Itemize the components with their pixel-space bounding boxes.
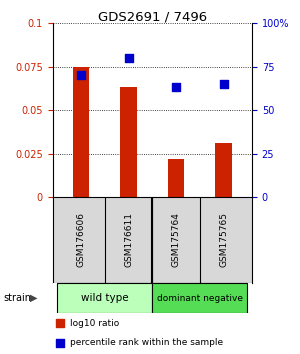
Text: wild type: wild type xyxy=(81,293,129,303)
Text: GSM176611: GSM176611 xyxy=(124,212,133,267)
FancyBboxPatch shape xyxy=(152,282,247,314)
Point xyxy=(126,55,131,61)
Point xyxy=(221,81,226,87)
Point xyxy=(174,85,178,90)
Title: GDS2691 / 7496: GDS2691 / 7496 xyxy=(98,10,207,23)
Text: dominant negative: dominant negative xyxy=(157,293,243,303)
FancyBboxPatch shape xyxy=(57,282,152,314)
Text: GSM176606: GSM176606 xyxy=(76,212,85,267)
Bar xyxy=(215,143,232,197)
Text: GSM175765: GSM175765 xyxy=(219,212,228,267)
Text: percentile rank within the sample: percentile rank within the sample xyxy=(70,338,224,347)
Point xyxy=(58,320,63,326)
Bar xyxy=(120,87,137,197)
Text: ▶: ▶ xyxy=(30,293,38,303)
Point xyxy=(58,340,63,346)
Bar xyxy=(73,67,89,197)
Text: GSM175764: GSM175764 xyxy=(172,212,181,267)
Point xyxy=(79,73,83,78)
Text: log10 ratio: log10 ratio xyxy=(70,319,120,328)
Bar xyxy=(168,159,184,197)
Text: strain: strain xyxy=(3,293,31,303)
